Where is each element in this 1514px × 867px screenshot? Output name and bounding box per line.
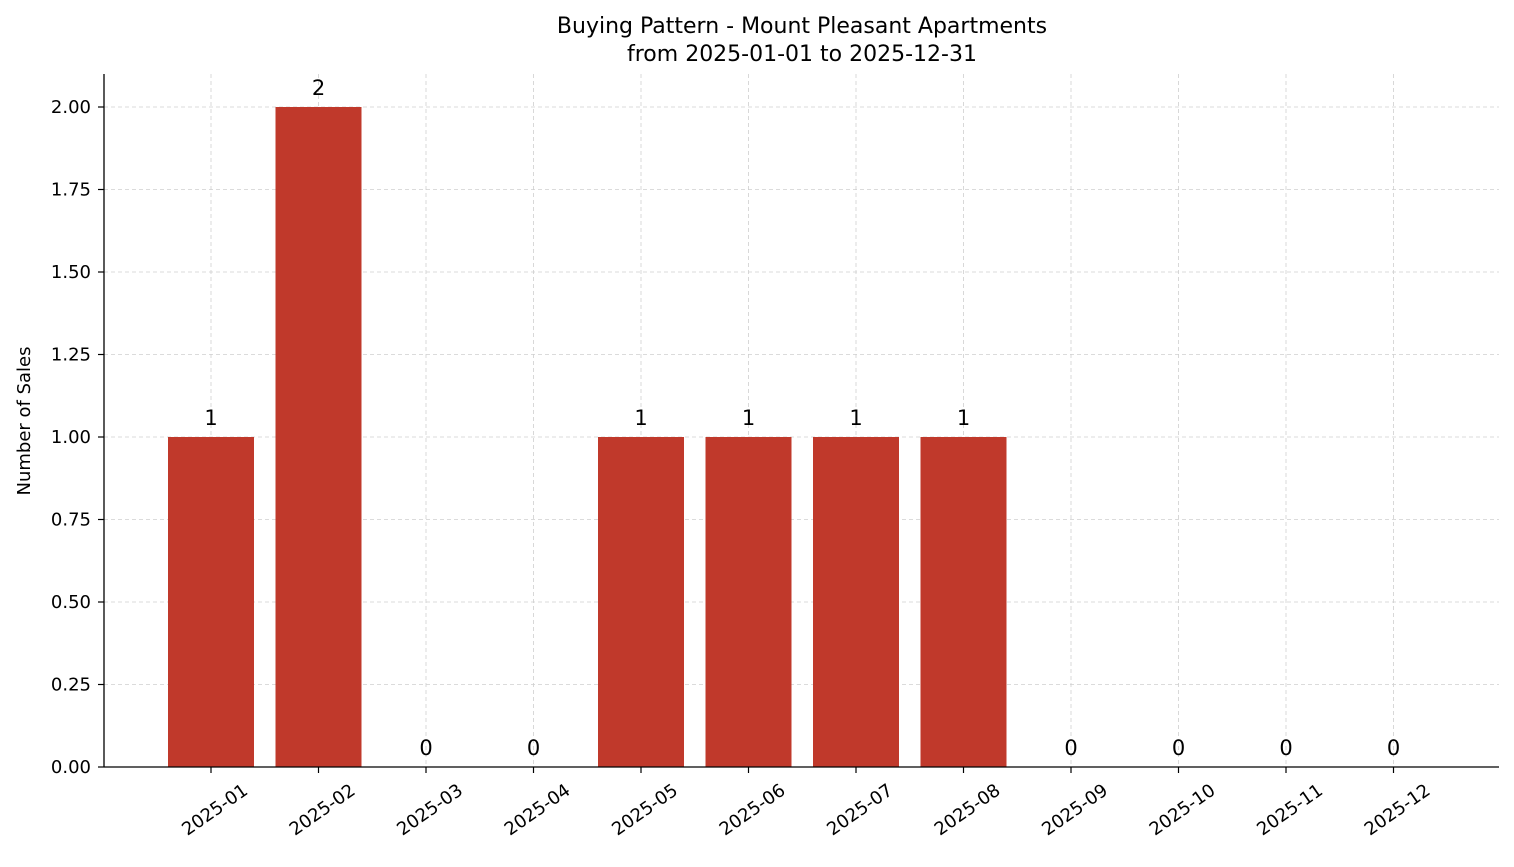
y-ticks-layer: 0.00 0.25 0.50 0.75 1.00 1.25 1.50 1.75 2.00 [51,97,104,778]
x-tick-label: 2025-10 [1146,780,1220,840]
data-label: 1 [957,406,970,430]
x-tick-label: 2025-08 [931,780,1005,840]
x-tick-label: 2025-05 [608,780,682,840]
x-tick-label: 2025-12 [1361,780,1435,840]
data-label: 0 [1387,736,1400,760]
data-label: 1 [742,406,755,430]
data-label: 0 [1172,736,1185,760]
data-label: 0 [527,736,540,760]
data-label: 0 [1279,736,1292,760]
data-labels-layer: 1 2 0 0 1 1 1 1 0 0 0 0 [204,76,1400,760]
y-tick-label: 0.25 [51,675,91,696]
data-label: 1 [849,406,862,430]
bar-2025-08 [920,437,1007,767]
x-tick-label: 2025-02 [286,780,360,840]
y-tick-label: 1.50 [51,262,91,283]
x-tick-label: 2025-11 [1253,780,1327,840]
data-label: 0 [1064,736,1077,760]
bar-2025-06 [705,437,792,767]
data-label: 1 [204,406,217,430]
y-axis-label: Number of Sales [14,346,35,495]
x-tick-label: 2025-01 [178,780,252,840]
y-tick-label: 0.00 [51,757,91,778]
x-tick-label: 2025-03 [393,780,467,840]
y-tick-label: 1.00 [51,427,91,448]
bar-2025-02 [275,107,362,767]
x-tick-label: 2025-07 [823,780,897,840]
x-tick-label: 2025-09 [1038,780,1112,840]
y-tick-label: 1.75 [51,180,91,201]
y-tick-label: 0.50 [51,592,91,613]
bars-layer [168,107,1007,767]
y-tick-label: 2.00 [51,97,91,118]
data-label: 0 [419,736,432,760]
y-tick-label: 0.75 [51,510,91,531]
x-ticks-layer: 2025-01 2025-02 2025-03 2025-04 2025-05 2025-… [178,767,1434,840]
data-label: 1 [634,406,647,430]
bar-2025-07 [813,437,899,767]
y-tick-label: 1.25 [51,345,91,366]
chart-title: Buying Pattern - Mount Pleasant Apartmen… [557,14,1047,39]
bar-2025-05 [598,437,684,767]
x-tick-label: 2025-04 [501,780,575,840]
x-tick-label: 2025-06 [716,780,790,840]
data-label: 2 [312,76,325,100]
chart-subtitle: from 2025-01-01 to 2025-12-31 [627,42,977,67]
bar-2025-01 [168,437,254,767]
